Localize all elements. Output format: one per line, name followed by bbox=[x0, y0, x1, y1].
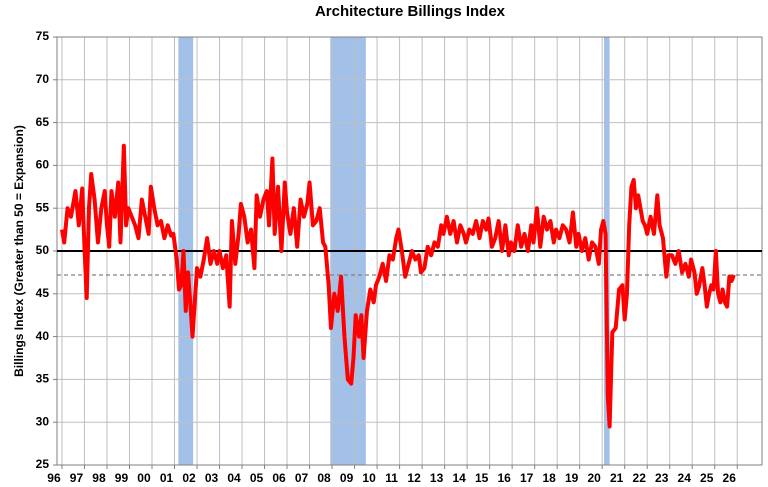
x-tick-label: 11 bbox=[385, 471, 398, 485]
x-tick-label: 19 bbox=[565, 471, 579, 485]
x-tick-label: 98 bbox=[92, 471, 106, 485]
y-tick-label: 70 bbox=[36, 72, 50, 86]
x-tick-label: 03 bbox=[205, 471, 219, 485]
y-tick-label: 60 bbox=[36, 158, 50, 172]
x-tick-label: 04 bbox=[227, 471, 241, 485]
y-tick-label: 35 bbox=[36, 372, 50, 386]
y-tick-label: 25 bbox=[36, 457, 50, 471]
x-tick-label: 96 bbox=[47, 471, 61, 485]
x-tick-label: 18 bbox=[542, 471, 556, 485]
chart-title: Architecture Billings Index bbox=[315, 3, 506, 20]
x-tick-label: 25 bbox=[700, 471, 714, 485]
x-tick-label: 10 bbox=[362, 471, 376, 485]
x-tick-label: 02 bbox=[182, 471, 196, 485]
x-tick-label: 97 bbox=[70, 471, 84, 485]
x-tick-label: 14 bbox=[452, 471, 466, 485]
x-tick-label: 20 bbox=[588, 471, 602, 485]
x-tick-label: 16 bbox=[497, 471, 511, 485]
y-axis-label: Billings Index (Greater than 50 = Expans… bbox=[12, 125, 26, 377]
x-tick-label: 13 bbox=[430, 471, 444, 485]
x-tick-label: 22 bbox=[633, 471, 647, 485]
y-tick-label: 55 bbox=[36, 200, 50, 214]
x-tick-label: 15 bbox=[475, 471, 489, 485]
x-tick-label: 12 bbox=[407, 471, 421, 485]
x-tick-label: 17 bbox=[520, 471, 534, 485]
x-tick-label: 00 bbox=[137, 471, 151, 485]
y-tick-label: 40 bbox=[36, 329, 50, 343]
x-tick-label: 21 bbox=[610, 471, 624, 485]
x-tick-label: 06 bbox=[272, 471, 286, 485]
x-tick-label: 99 bbox=[115, 471, 129, 485]
x-tick-label: 24 bbox=[678, 471, 692, 485]
x-tick-label: 26 bbox=[723, 471, 737, 485]
y-tick-label: 65 bbox=[36, 115, 50, 129]
y-tick-label: 45 bbox=[36, 286, 50, 300]
x-tick-label: 01 bbox=[160, 471, 174, 485]
x-tick-label: 09 bbox=[340, 471, 354, 485]
y-tick-label: 30 bbox=[36, 414, 50, 428]
y-tick-label: 50 bbox=[36, 243, 50, 257]
x-tick-label: 07 bbox=[295, 471, 309, 485]
data-line bbox=[59, 143, 736, 429]
x-tick-label: 23 bbox=[655, 471, 669, 485]
x-tick-label: 08 bbox=[317, 471, 331, 485]
y-tick-label: 75 bbox=[36, 29, 50, 43]
x-tick-label: 05 bbox=[250, 471, 264, 485]
